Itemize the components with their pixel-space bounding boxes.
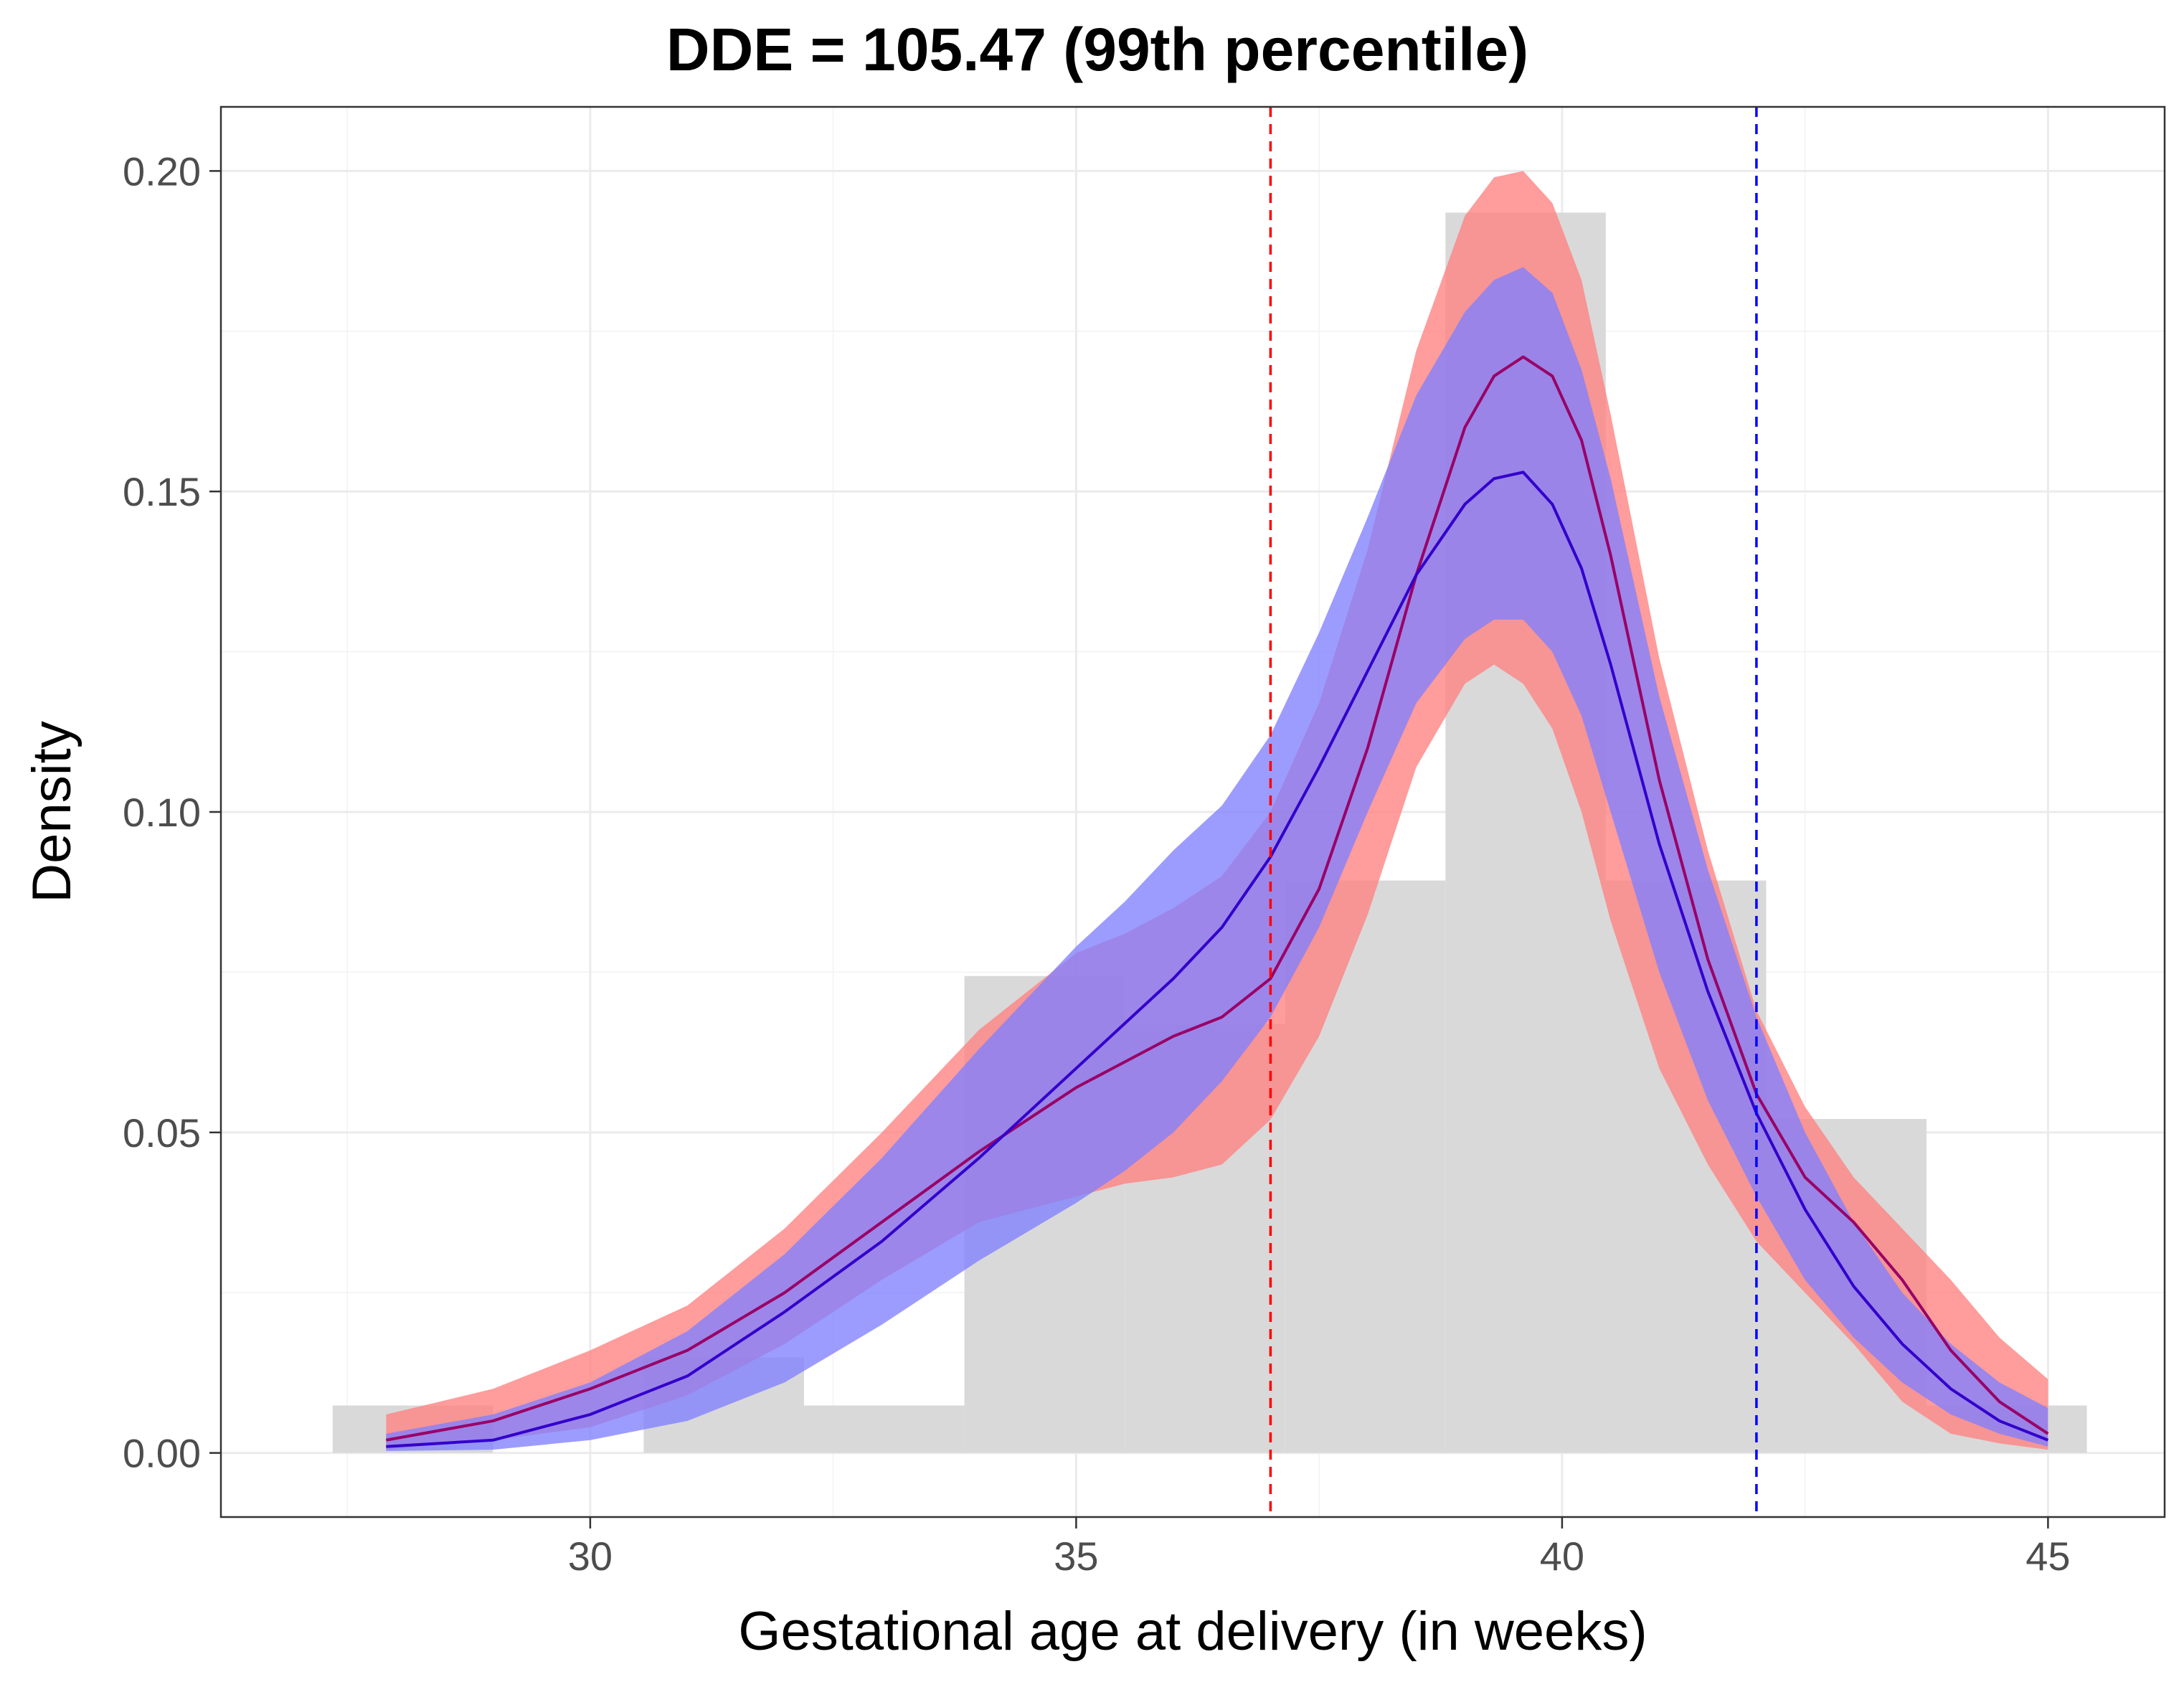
blue-confidence-band	[386, 267, 2048, 1451]
y-tick-label: 0.05	[123, 1110, 201, 1156]
x-axis-label: Gestational age at delivery (in weeks)	[738, 1601, 1647, 1662]
red-mean-line	[385, 355, 2049, 1442]
y-tick-label: 0.10	[123, 790, 201, 835]
x-tick-label: 45	[2025, 1534, 2070, 1579]
x-axis: 30 35 40 45	[568, 1517, 2071, 1579]
y-tick-label: 0.15	[123, 469, 201, 514]
x-tick-label: 35	[1054, 1534, 1098, 1579]
plot-panel	[219, 105, 2166, 1518]
y-axis: 0.00 0.05 0.10 0.15 0.20	[123, 148, 221, 1476]
x-tick-label: 40	[1540, 1534, 1584, 1579]
line-layer	[385, 355, 2049, 1448]
y-tick-label: 0.20	[123, 148, 201, 194]
reference-line-layer	[1269, 107, 1758, 1517]
histogram-bar	[804, 1405, 965, 1453]
x-tick-label: 30	[568, 1534, 613, 1579]
blue-mean-line	[386, 471, 2049, 1448]
chart-title: DDE = 105.47 (99th percentile)	[666, 16, 1528, 83]
y-tick-label: 0.00	[123, 1431, 201, 1476]
y-axis-label: Density	[22, 721, 82, 902]
grid-layer	[221, 107, 2165, 1517]
